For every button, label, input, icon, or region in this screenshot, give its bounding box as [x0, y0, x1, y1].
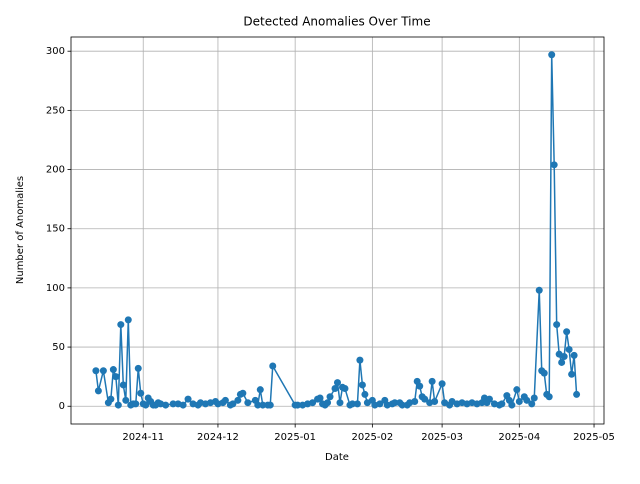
data-point [550, 161, 558, 169]
x-tick-label: 2025-04 [498, 432, 540, 443]
data-point [229, 400, 237, 408]
y-tick-label: 200 [46, 165, 65, 176]
data-point [162, 401, 170, 409]
data-point [523, 396, 531, 404]
x-tick-label: 2024-11 [122, 432, 164, 443]
data-point [421, 395, 429, 403]
data-point [535, 286, 543, 294]
data-point [530, 394, 538, 402]
data-point [498, 400, 506, 408]
data-point [411, 398, 419, 406]
data-point [391, 399, 399, 407]
data-point [184, 395, 192, 403]
data-point [558, 358, 566, 366]
y-tick-label: 300 [46, 46, 65, 57]
y-tick-label: 250 [46, 105, 65, 116]
data-point [545, 393, 553, 401]
data-point [438, 380, 446, 388]
data-point [112, 373, 120, 381]
data-point [341, 384, 349, 392]
data-point [92, 367, 100, 375]
data-point [99, 367, 107, 375]
x-tick-label: 2025-03 [421, 432, 463, 443]
data-point [416, 382, 424, 390]
data-point [109, 366, 117, 374]
data-point [573, 390, 581, 398]
data-point [398, 401, 406, 409]
data-point [563, 328, 571, 336]
data-point [114, 401, 122, 409]
data-point [239, 389, 247, 397]
data-point [326, 393, 334, 401]
data-point [331, 384, 339, 392]
data-point [358, 381, 366, 389]
data-point [309, 399, 317, 407]
x-tick-label: 2025-02 [351, 432, 393, 443]
data-point [259, 401, 267, 409]
data-point [266, 401, 274, 409]
data-point [353, 400, 361, 408]
data-point [376, 400, 384, 408]
data-point [361, 390, 369, 398]
data-point [568, 370, 576, 378]
data-point [269, 362, 277, 370]
data-point [565, 345, 573, 353]
data-point [254, 401, 262, 409]
data-point [324, 399, 332, 407]
x-axis-label: Date [325, 452, 349, 463]
data-point [169, 400, 177, 408]
data-point [336, 399, 344, 407]
y-axis-label: Number of Anomalies [15, 176, 26, 284]
data-point [485, 395, 493, 403]
data-point [221, 396, 229, 404]
data-point [244, 399, 252, 407]
x-tick-label: 2025-01 [274, 432, 316, 443]
data-point [348, 400, 356, 408]
data-point [515, 398, 523, 406]
data-point [132, 400, 140, 408]
data-point [508, 401, 516, 409]
data-point [94, 387, 102, 395]
data-point [540, 369, 548, 377]
data-point [117, 321, 125, 329]
data-point [256, 386, 264, 394]
data-point [356, 356, 364, 364]
data-point [234, 396, 242, 404]
data-point [294, 401, 302, 409]
data-point [122, 396, 130, 404]
data-point [560, 353, 568, 361]
x-tick-label: 2024-12 [197, 432, 239, 443]
y-tick-label: 100 [46, 283, 65, 294]
data-point [119, 381, 127, 389]
y-tick-label: 150 [46, 224, 65, 235]
plot-frame [70, 36, 605, 425]
data-point [107, 395, 115, 403]
x-tick-label: 2025-05 [573, 432, 615, 443]
data-point [431, 398, 439, 406]
data-point [142, 401, 150, 409]
data-line [95, 54, 578, 408]
y-tick-label: 0 [59, 401, 65, 412]
data-point [179, 401, 187, 409]
data-point [553, 321, 561, 329]
data-point [513, 386, 521, 394]
data-point [134, 364, 142, 372]
data-point [124, 316, 132, 324]
data-point [316, 394, 324, 402]
data-point [428, 377, 436, 385]
data-point [548, 51, 556, 59]
data-point [528, 400, 536, 408]
data-point [334, 379, 341, 387]
chart-title: Detected Anomalies Over Time [243, 15, 430, 29]
data-point [570, 351, 578, 359]
data-point [137, 389, 145, 397]
y-tick-label: 50 [52, 342, 65, 353]
